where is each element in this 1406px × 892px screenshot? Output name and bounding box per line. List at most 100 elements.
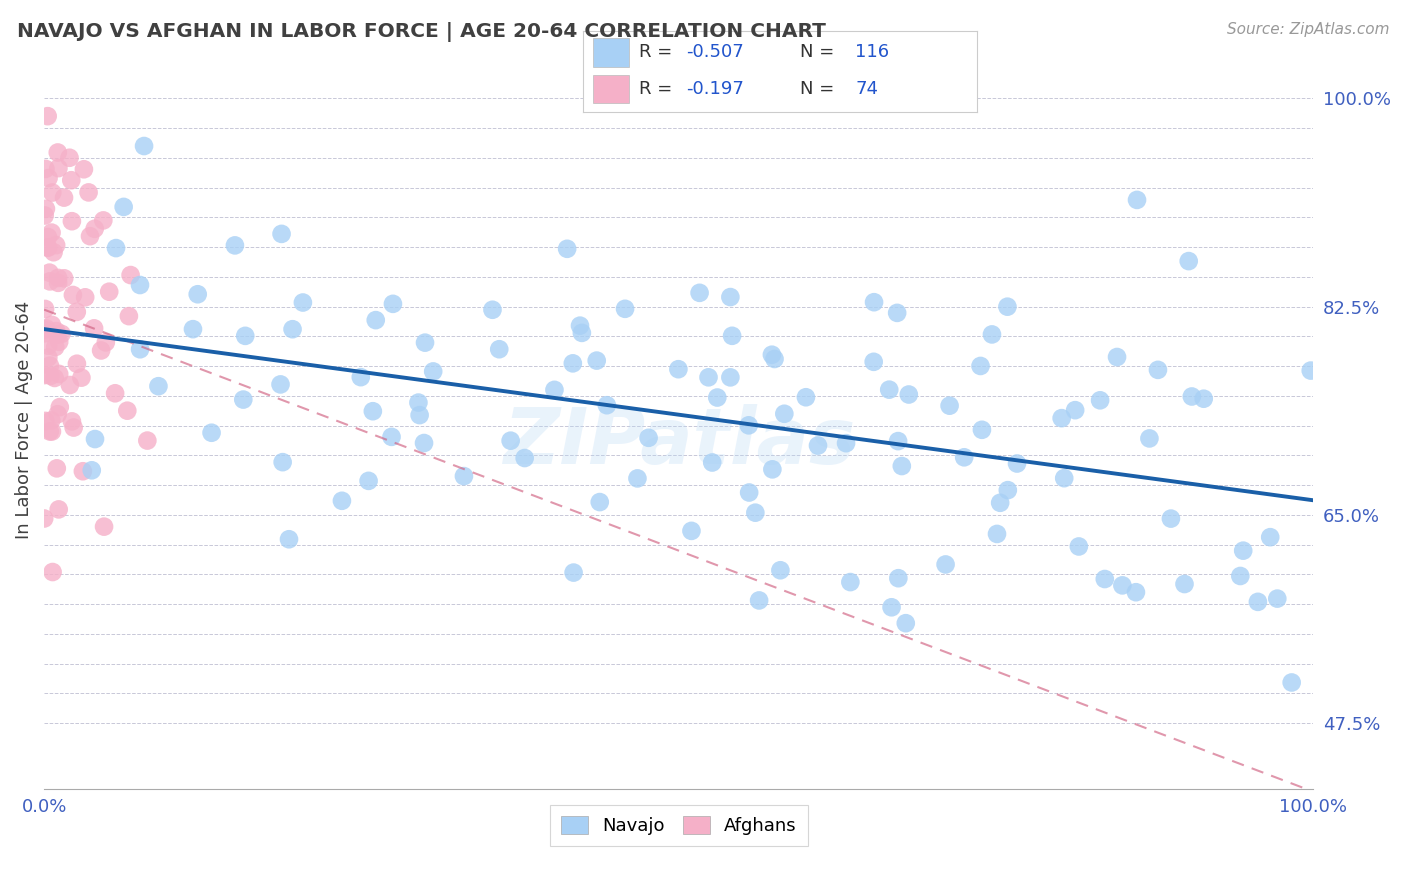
Point [997,300,1019,314]
Point [62,288,84,302]
Point [1111,578,1133,592]
Point [488,343,510,357]
Point [60,214,83,228]
Point [1005,457,1028,471]
Point [224,238,246,252]
Point [935,558,957,572]
Point [969,359,991,373]
Point [637,431,659,445]
Point [561,356,583,370]
Point [37,240,59,254]
Point [37,351,59,365]
Point [988,496,1011,510]
Point [689,285,711,300]
Point [1192,392,1215,406]
Point [361,404,384,418]
Point [1229,569,1251,583]
Point [981,327,1004,342]
Point [32,323,55,337]
Point [45,324,67,338]
Point [37,241,59,255]
Point [761,462,783,476]
Point [330,493,353,508]
Point [181,322,204,336]
Point [93,519,115,533]
Point [48,161,70,175]
Point [72,464,94,478]
Point [112,200,135,214]
Point [668,362,690,376]
Point [38,425,60,439]
Point [1050,411,1073,425]
Point [835,436,858,450]
Point [1232,543,1254,558]
Point [773,407,796,421]
Point [748,593,770,607]
Point [763,351,786,366]
Point [58,151,80,165]
Point [59,378,82,392]
Point [887,571,910,585]
Point [94,335,117,350]
Point [626,471,648,485]
Point [270,377,292,392]
Point [32,511,55,525]
Point [53,271,76,285]
Point [48,367,70,381]
Text: R =: R = [638,43,678,61]
Bar [593,76,628,103]
Point [91,213,114,227]
Point [270,227,292,241]
Point [794,390,817,404]
Point [38,171,60,186]
Point [291,295,314,310]
Point [970,423,993,437]
Point [585,353,607,368]
Point [129,278,152,293]
Point [37,339,59,353]
Point [41,318,63,332]
Point [894,616,917,631]
Text: R =: R = [638,80,678,98]
Point [938,399,960,413]
Point [1160,511,1182,525]
Point [118,309,141,323]
Point [1147,363,1170,377]
Point [90,343,112,358]
Point [1105,350,1128,364]
Point [863,295,886,310]
Point [35,321,58,335]
Point [187,287,209,301]
Point [744,506,766,520]
Point [1181,389,1204,403]
Point [41,226,63,240]
Point [34,326,56,341]
Point [32,368,55,383]
Point [62,420,84,434]
Point [84,432,107,446]
Point [34,161,56,176]
Point [34,301,56,316]
Bar [593,38,628,67]
Text: N =: N = [800,43,839,61]
Point [60,173,83,187]
Point [38,274,60,288]
Point [75,290,97,304]
Point [37,109,59,123]
Text: N =: N = [800,80,839,98]
Point [42,245,65,260]
Point [880,600,903,615]
Point [877,383,900,397]
Text: NAVAJO VS AFGHAN IN LABOR FORCE | AGE 20-64 CORRELATION CHART: NAVAJO VS AFGHAN IN LABOR FORCE | AGE 20… [17,22,825,42]
Point [232,392,254,407]
Point [66,305,89,319]
Point [73,162,96,177]
Point [681,524,703,538]
Point [70,370,93,384]
Point [278,533,301,547]
Point [589,495,612,509]
Text: -0.507: -0.507 [686,43,744,61]
Point [80,463,103,477]
Point [39,413,62,427]
Point [117,403,139,417]
